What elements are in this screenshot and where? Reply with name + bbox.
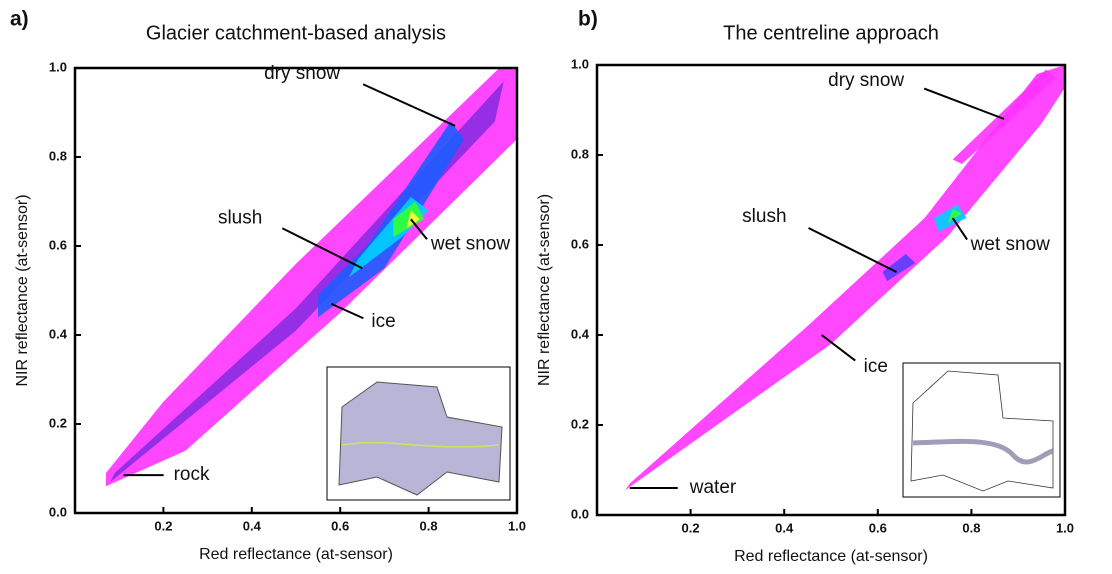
chart-title: Glacier catchment-based analysis (146, 22, 446, 44)
annotation: dry snow (828, 70, 904, 91)
x-axis-label: Red reflectance (at-sensor) (734, 548, 928, 565)
density-cloud (105, 68, 517, 487)
x-axis-label: Red reflectance (at-sensor) (199, 546, 393, 563)
annotation: dry snow (264, 63, 340, 84)
leader-line (951, 217, 968, 241)
y-tick-label: 1.0 (571, 56, 589, 71)
annotation: ice (371, 311, 395, 332)
annotation: wet snow (970, 234, 1050, 255)
x-tick-label: 0.8 (420, 518, 438, 533)
x-tick-label: 0.4 (775, 520, 794, 535)
chart-title: The centreline approach (723, 22, 939, 44)
x-tick-label: 0.6 (331, 518, 349, 533)
leader-line (281, 227, 363, 270)
density-cloud (882, 254, 916, 281)
annotation: wet snow (430, 233, 510, 254)
leader-line (330, 302, 364, 320)
y-tick-label: 0.2 (49, 415, 67, 430)
y-tick-label: 1.0 (49, 59, 67, 74)
panel-label: b) (578, 8, 598, 31)
x-tick-label: 1.0 (508, 518, 526, 533)
leader-line (821, 334, 856, 362)
leader-line (923, 87, 1005, 120)
inset-frame (902, 362, 1061, 498)
density-cloud (110, 81, 504, 482)
y-tick-label: 0.0 (49, 504, 67, 519)
x-tick-label: 0.6 (869, 520, 887, 535)
density-cloud (393, 201, 425, 238)
y-tick-label: 0.4 (49, 326, 68, 341)
y-axis-label: NIR reflectance (at-sensor) (14, 194, 31, 386)
x-tick-label: 0.4 (243, 518, 262, 533)
density-cloud (952, 69, 1056, 164)
plot-frame (595, 63, 1067, 517)
y-tick-label: 0.6 (571, 236, 589, 251)
y-tick-label: 0.0 (571, 506, 589, 521)
annotation: ice (864, 356, 888, 377)
inset-glacier (338, 381, 503, 496)
x-tick-label: 0.2 (154, 518, 172, 533)
y-tick-label: 0.2 (571, 416, 589, 431)
inset-outline (910, 370, 1054, 492)
x-tick-label: 1.0 (1056, 520, 1074, 535)
annotation: slush (218, 207, 262, 228)
leader-line (362, 83, 456, 127)
inset-centreline (912, 438, 1054, 465)
x-tick-label: 0.2 (682, 520, 700, 535)
y-tick-label: 0.8 (49, 148, 67, 163)
annotation: rock (174, 464, 210, 485)
density-cloud (318, 121, 464, 318)
y-tick-label: 0.8 (571, 146, 589, 161)
inset-centreline (341, 441, 500, 448)
y-tick-label: 0.4 (571, 326, 590, 341)
y-axis-label: NIR reflectance (at-sensor) (536, 194, 553, 386)
leader-line (410, 218, 428, 240)
annotation: water (689, 477, 737, 498)
plot-frame (73, 66, 519, 515)
density-cloud (406, 210, 420, 229)
density-cloud (948, 209, 963, 223)
panel-label: a) (10, 8, 29, 31)
x-tick-label: 0.8 (962, 520, 980, 535)
y-tick-label: 0.6 (49, 237, 67, 252)
leader-line (808, 227, 897, 273)
annotation: slush (742, 206, 786, 227)
